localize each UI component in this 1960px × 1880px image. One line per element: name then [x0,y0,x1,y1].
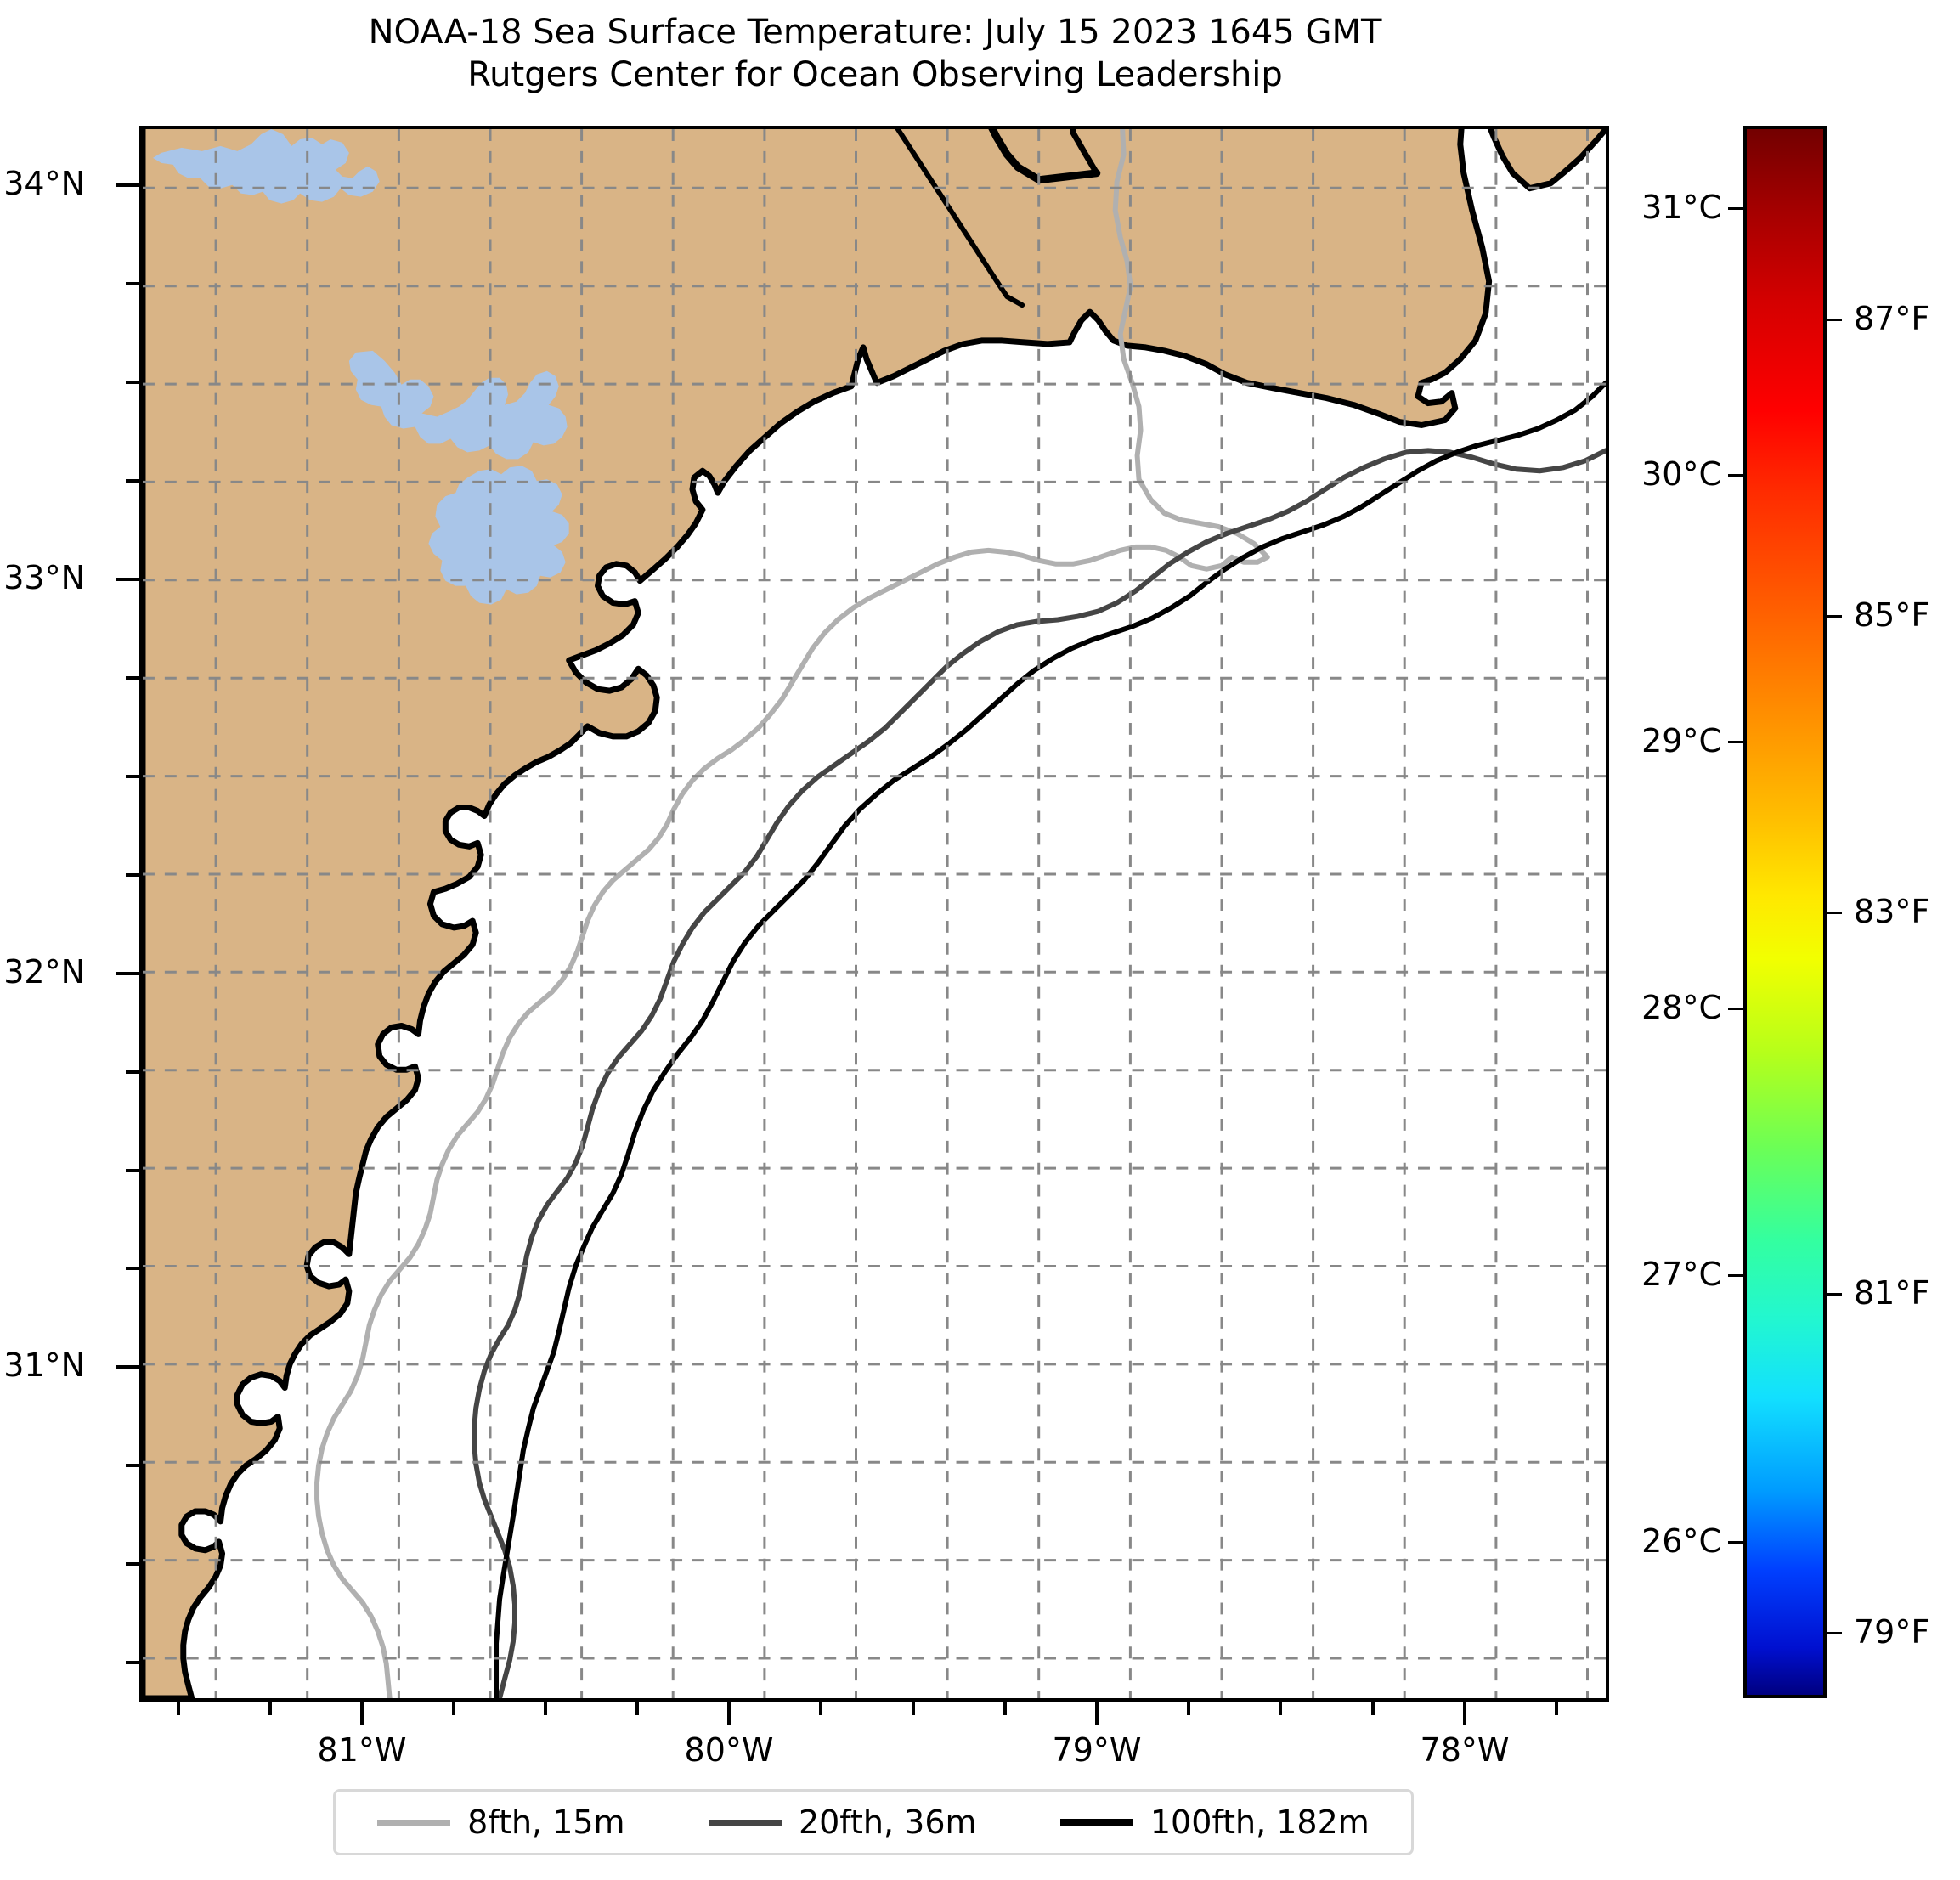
x-tick-label-81w: 81°W [317,1731,407,1769]
y-tick-label-32n: 32°N [3,953,85,991]
colorbar-label-30c: 30°C [1641,455,1721,493]
colorbar-label-83f: 83°F [1854,893,1930,930]
y-minor-tick [126,1169,139,1172]
colorbar-tick-30c [1728,474,1743,477]
y-minor-tick [126,1464,139,1467]
x-minor-tick [177,1702,180,1715]
lake-moultrie-polygon [428,466,569,605]
y-tick-label-31n: 31°N [3,1346,85,1384]
y-minor-tick [126,775,139,778]
legend-item-8fth[interactable]: 8fth, 15m [377,1804,625,1841]
bathymetry-20fth-contour [472,448,1606,1698]
y-minor-tick [126,873,139,877]
bathymetry-8fth-contour [314,129,1270,1698]
x-major-tick [360,1702,364,1725]
x-minor-tick [1279,1702,1282,1715]
sst-colorbar[interactable] [1743,126,1827,1698]
y-minor-tick [126,1267,139,1270]
x-tick-label-78w: 78°W [1420,1731,1510,1769]
state-border-line [895,129,1025,308]
y-major-tick [116,972,139,975]
x-tick-label-80w: 80°W [684,1731,774,1769]
colorbar-label-81f: 81°F [1854,1274,1930,1312]
x-minor-tick [1371,1702,1375,1715]
map-clip-region [143,129,1606,1698]
colorbar-tick-81f [1827,1293,1842,1296]
colorbar-tick-79f [1827,1632,1842,1634]
colorbar-label-85f: 85°F [1854,596,1930,634]
colorbar-label-31c: 31°C [1641,189,1721,226]
legend-item-20fth[interactable]: 20fth, 36m [708,1804,977,1841]
coastline-path [988,129,1101,184]
x-major-tick [1463,1702,1466,1725]
x-minor-tick [544,1702,547,1715]
lake-hartwell-polygon [152,129,380,204]
legend-label-8fth: 8fth, 15m [467,1804,625,1841]
colorbar-label-27c: 27°C [1641,1256,1721,1293]
colorbar-tick-28c [1728,1008,1743,1010]
legend-label-20fth: 20fth, 36m [798,1804,977,1841]
chart-title: NOAA-18 Sea Surface Temperature: July 15… [0,12,1750,96]
colorbar-tick-31c [1728,207,1743,210]
colorbar-tick-85f [1827,615,1842,618]
x-minor-tick [268,1702,272,1715]
y-minor-tick [126,676,139,680]
colorbar-label-29c: 29°C [1641,722,1721,759]
bathymetry-legend[interactable]: 8fth, 15m 20fth, 36m 100fth, 182m [333,1789,1414,1855]
bathymetry-100fth-contour [494,380,1606,1698]
colorbar-label-87f: 87°F [1854,300,1930,337]
legend-swatch-8fth [377,1819,451,1826]
legend-item-100fth[interactable]: 100fth, 182m [1059,1804,1370,1841]
x-major-tick [727,1702,731,1725]
lake-marion-polygon [348,350,568,460]
y-minor-tick [126,282,139,285]
y-major-tick [116,183,139,187]
colorbar-label-26c: 26°C [1641,1522,1721,1560]
legend-swatch-100fth [1059,1818,1133,1826]
y-major-tick [116,578,139,581]
x-minor-tick [635,1702,639,1715]
colorbar-tick-87f [1827,319,1842,321]
colorbar-tick-83f [1827,912,1842,914]
sst-map-axes[interactable] [139,126,1609,1702]
y-minor-tick [126,381,139,384]
y-minor-tick [126,1562,139,1566]
map-gridlines [143,129,1606,1698]
x-minor-tick [912,1702,915,1715]
y-major-tick [116,1365,139,1369]
y-tick-label-33n: 33°N [3,559,85,596]
x-tick-label-79w: 79°W [1052,1731,1142,1769]
legend-label-100fth: 100fth, 182m [1149,1804,1370,1841]
colorbar-tick-26c [1728,1541,1743,1544]
x-minor-tick [819,1702,822,1715]
x-minor-tick [1555,1702,1558,1715]
title-line-2: Rutgers Center for Ocean Observing Leade… [467,54,1283,94]
colorbar-tick-27c [1728,1274,1743,1277]
x-minor-tick [1003,1702,1007,1715]
x-minor-tick [452,1702,455,1715]
title-line-1: NOAA-18 Sea Surface Temperature: July 15… [368,13,1382,52]
y-minor-tick [126,1070,139,1074]
y-minor-tick [126,1661,139,1664]
map-graphic [143,129,1606,1698]
x-major-tick [1095,1702,1099,1725]
colorbar-label-79f: 79°F [1854,1613,1930,1651]
y-minor-tick [126,479,139,483]
x-minor-tick [1187,1702,1190,1715]
y-tick-label-34n: 34°N [3,165,85,202]
colorbar-tick-29c [1728,741,1743,743]
legend-swatch-20fth [708,1819,782,1826]
colorbar-label-28c: 28°C [1641,989,1721,1026]
